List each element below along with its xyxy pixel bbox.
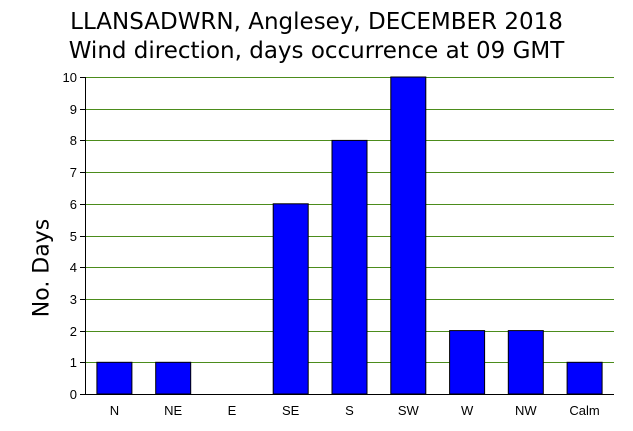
y-tick-label: 6 — [70, 197, 77, 212]
y-tick-label: 10 — [63, 70, 77, 85]
x-tick-label: N — [110, 403, 119, 418]
x-tick-label: NE — [164, 403, 182, 418]
x-tick-label: SW — [398, 403, 420, 418]
bar-s — [331, 139, 368, 395]
y-tick-label: 2 — [70, 324, 77, 339]
bar-nw — [507, 330, 544, 395]
x-tick-label: S — [345, 403, 354, 418]
x-tick-label: NW — [515, 403, 537, 418]
y-tick-label: 5 — [70, 229, 77, 244]
bar-ne — [155, 361, 192, 395]
y-tick-label: 3 — [70, 292, 77, 307]
bar-w — [449, 330, 486, 395]
x-tick-label: W — [461, 403, 474, 418]
bar-calm — [566, 361, 603, 395]
y-tick-label: 7 — [70, 165, 77, 180]
x-tick-label: Calm — [569, 403, 599, 418]
bar-se — [272, 203, 309, 395]
y-tick-label: 8 — [70, 133, 77, 148]
bar-sw — [390, 76, 427, 395]
x-tick-label: E — [228, 403, 237, 418]
bar-n — [96, 361, 133, 395]
y-tick-label: 0 — [70, 387, 77, 402]
y-tick-label: 9 — [70, 102, 77, 117]
chart-title: LLANSADWRN, Anglesey, DECEMBER 2018 — [70, 9, 563, 35]
x-tick-label: SE — [282, 403, 300, 418]
chart-subtitle: Wind direction, days occurrence at 09 GM… — [68, 38, 565, 64]
y-tick-label: 1 — [70, 355, 77, 370]
y-tick-label: 4 — [70, 260, 77, 275]
